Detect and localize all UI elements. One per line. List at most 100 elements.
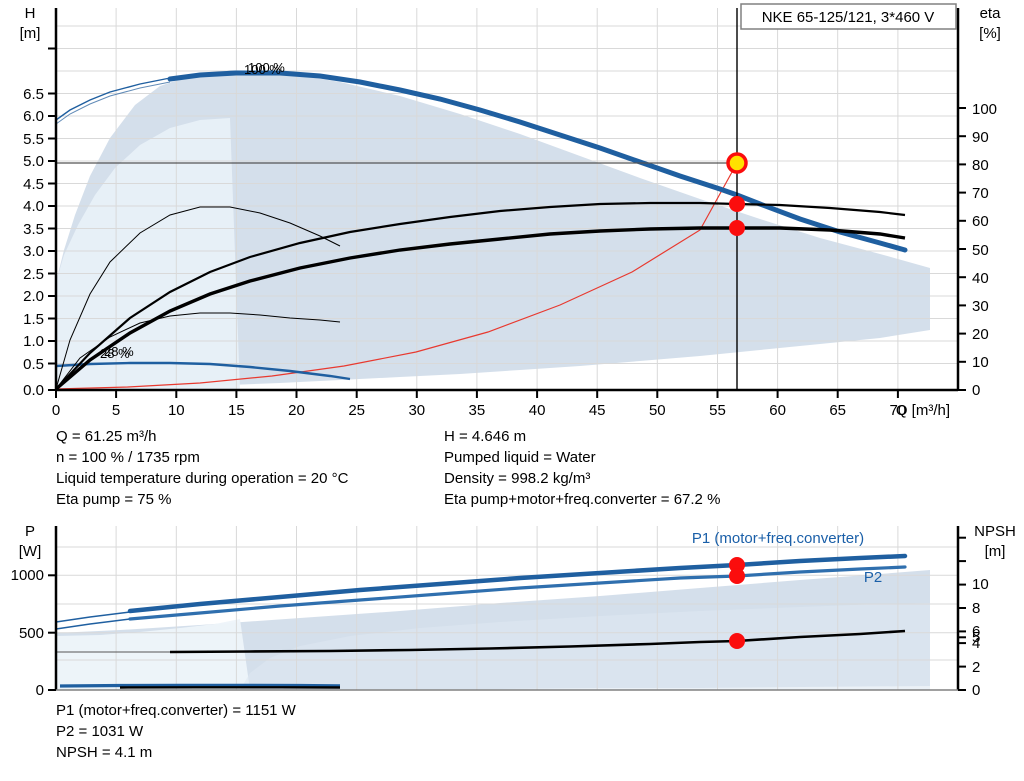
npsh-tick-2: 4 bbox=[972, 635, 980, 652]
speed-label-100-shadow: 100 % bbox=[244, 62, 281, 77]
head-grid-vertical bbox=[115, 8, 899, 390]
x-tick-14: 70 bbox=[890, 402, 907, 419]
x-tick-9: 45 bbox=[589, 402, 606, 419]
head-left-axis-labels: 0.0 0.5 1.0 1.5 2.0 2.5 3.0 3.5 4.0 4.5 … bbox=[23, 86, 44, 399]
head-efficiency-chart: 100 % 100 % 28 % 28 % 0.0 0.5 1.0 bbox=[20, 3, 1002, 419]
npsh-axis-title-line2: [m] bbox=[985, 543, 1006, 560]
p2-curve-thin-extension bbox=[55, 618, 131, 630]
legend-p1-label: P1 (motor+freq.converter) bbox=[692, 530, 864, 547]
power-curve-min-speed bbox=[59, 683, 341, 688]
npsh-axis-ticks bbox=[958, 536, 966, 691]
head-left-axis-ticks bbox=[48, 47, 56, 391]
info-right-line-2: Pumped liquid = Water bbox=[444, 449, 596, 466]
info-right-line-3: Density = 998.2 kg/m³ bbox=[444, 470, 591, 487]
y-tick-0: 0.0 bbox=[23, 382, 44, 399]
head-right-axis-labels: 0 10 20 30 40 50 60 70 80 90 100 bbox=[972, 101, 997, 399]
head-curve-thin-extension-2 bbox=[55, 81, 171, 125]
x-tick-8: 40 bbox=[529, 402, 546, 419]
y-tick-8: 4.0 bbox=[23, 198, 44, 215]
duty-point-marker-eta-pump[interactable] bbox=[729, 196, 745, 212]
eta-tick-6: 60 bbox=[972, 213, 989, 230]
y-tick-1: 0.5 bbox=[23, 356, 44, 373]
pump-title-box: NKE 65-125/121, 3*460 V bbox=[740, 3, 957, 30]
eta-tick-9: 90 bbox=[972, 129, 989, 146]
head-curve-thin-extension bbox=[55, 77, 171, 121]
x-tick-5: 25 bbox=[348, 402, 365, 419]
x-tick-4: 20 bbox=[288, 402, 305, 419]
x-tick-0: 0 bbox=[52, 402, 60, 419]
eta-total-curve bbox=[54, 226, 906, 391]
speed-label-100: 100 % bbox=[248, 60, 285, 75]
duty-point-marker-p1[interactable] bbox=[729, 557, 745, 573]
y-tick-13: 6.5 bbox=[23, 86, 44, 103]
npsh-curve bbox=[169, 629, 906, 654]
y-tick-11: 5.5 bbox=[23, 131, 44, 148]
eta-tick-1: 10 bbox=[972, 354, 989, 371]
info-right-line-4: Eta pump+motor+freq.converter = 67.2 % bbox=[444, 491, 721, 508]
eta-part-speed-upper bbox=[55, 206, 341, 390]
x-tick-3: 15 bbox=[228, 402, 245, 419]
power-npsh-chart: P1 (motor+freq.converter) P2 0 500 1000 … bbox=[11, 523, 1016, 699]
info-left-line-3: Liquid temperature during operation = 20… bbox=[56, 470, 349, 487]
x-tick-12: 60 bbox=[769, 402, 786, 419]
npsh-axis-labels: 0 2 4 5 6 8 10 bbox=[972, 576, 989, 699]
eta-axis-title-line1: eta bbox=[980, 5, 1002, 22]
eta-tick-10: 100 bbox=[972, 101, 997, 118]
eta-tick-3: 30 bbox=[972, 298, 989, 315]
p1-curve bbox=[127, 553, 908, 614]
info-right-column: H = 4.646 m Pumped liquid = Water Densit… bbox=[444, 426, 720, 510]
info-left-column: Q = 61.25 m³/h n = 100 % / 1735 rpm Liqu… bbox=[56, 426, 348, 510]
y-tick-5: 2.5 bbox=[23, 266, 44, 283]
eta-tick-0: 0 bbox=[972, 382, 980, 399]
info-bottom-line-2: P2 = 1031 W bbox=[56, 723, 144, 740]
info-left-line-1: Q = 61.25 m³/h bbox=[56, 428, 157, 445]
y-tick-7: 3.5 bbox=[23, 221, 44, 238]
npsh-tick-0: 0 bbox=[972, 682, 980, 699]
speed-label-28-shadow: 28 % bbox=[100, 346, 130, 361]
red-system-curve bbox=[55, 162, 738, 390]
npsh-axis-title-line1: NPSH bbox=[974, 523, 1016, 540]
x-tick-6: 30 bbox=[408, 402, 425, 419]
x-tick-11: 55 bbox=[709, 402, 726, 419]
x-tick-10: 50 bbox=[649, 402, 666, 419]
p-tick-1: 500 bbox=[19, 625, 44, 642]
duty-point-marker-p2[interactable] bbox=[729, 568, 745, 584]
x-tick-2: 10 bbox=[168, 402, 185, 419]
y-tick-2: 1.0 bbox=[23, 333, 44, 350]
head-x-axis-labels: 0 5 10 15 20 25 30 35 40 45 50 55 60 65 … bbox=[52, 402, 906, 419]
x-tick-1: 5 bbox=[112, 402, 120, 419]
power-y-axis-title-line2: [W] bbox=[19, 543, 42, 560]
p-tick-2: 1000 bbox=[11, 567, 44, 584]
speed-label-28: 28 % bbox=[104, 344, 134, 359]
info-bottom-block: P1 (motor+freq.converter) = 1151 W P2 = … bbox=[56, 700, 296, 763]
info-right-line-1: H = 4.646 m bbox=[444, 428, 527, 445]
duty-point-marker-head[interactable] bbox=[726, 152, 748, 174]
eta-tick-2: 20 bbox=[972, 326, 989, 343]
p1-curve-thin-extension bbox=[55, 611, 131, 623]
y-tick-10: 5.0 bbox=[23, 153, 44, 170]
info-left-line-4: Eta pump = 75 % bbox=[56, 491, 172, 508]
head-x-axis-title: Q [m³/h] bbox=[896, 402, 950, 419]
eta-tick-7: 70 bbox=[972, 185, 989, 202]
head-right-axis-ticks bbox=[958, 107, 966, 391]
y-tick-6: 3.0 bbox=[23, 243, 44, 260]
npsh-tick-3: 5 bbox=[972, 629, 980, 646]
eta-pump-curve bbox=[55, 201, 906, 390]
y-tick-3: 1.5 bbox=[23, 311, 44, 328]
head-y-axis-title-line2: [m] bbox=[20, 25, 41, 42]
legend-p2-label: P2 bbox=[864, 569, 882, 586]
eta-tick-8: 80 bbox=[972, 157, 989, 174]
eta-tick-5: 50 bbox=[972, 242, 989, 259]
info-left-line-2: n = 100 % / 1735 rpm bbox=[56, 449, 200, 466]
head-curve-min-speed bbox=[55, 361, 351, 381]
duty-point-marker-npsh[interactable] bbox=[729, 633, 745, 649]
x-tick-13: 65 bbox=[829, 402, 846, 419]
power-left-axis-labels: 0 500 1000 bbox=[11, 567, 44, 699]
eta-part-speed-lower bbox=[55, 312, 341, 390]
power-left-axis-ticks bbox=[48, 574, 56, 691]
y-tick-4: 2.0 bbox=[23, 288, 44, 305]
info-bottom-line-1: P1 (motor+freq.converter) = 1151 W bbox=[56, 702, 296, 719]
duty-point-marker-eta-total[interactable] bbox=[729, 220, 745, 236]
y-tick-9: 4.5 bbox=[23, 176, 44, 193]
